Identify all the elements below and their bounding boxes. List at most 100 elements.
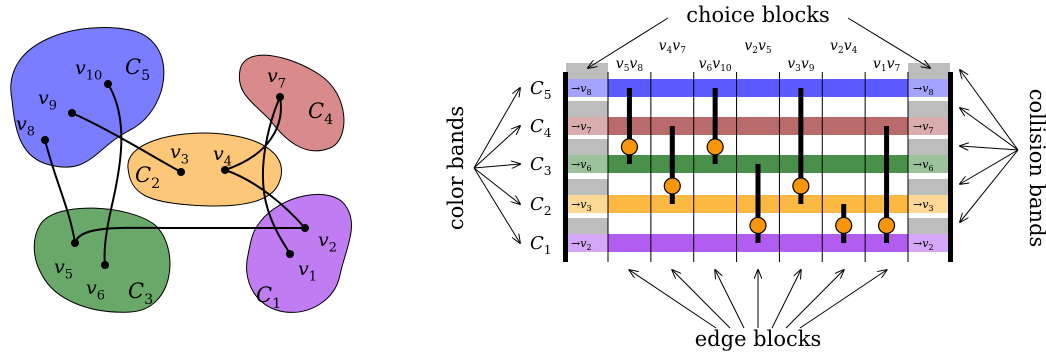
vertex-v10 [104, 80, 112, 88]
row-label-c2: C2 [530, 194, 552, 218]
row-label-c3: C3 [530, 154, 552, 178]
color-band-end-right [908, 195, 950, 213]
color-band-end-left [566, 234, 608, 252]
row-label-c4: C4 [530, 116, 552, 140]
color-band-arrow [473, 126, 520, 169]
color-band-4 [608, 117, 908, 135]
color-band-arrow [473, 88, 520, 169]
vertex-label-v8: v8 [16, 113, 35, 139]
edge-block-node [835, 216, 853, 235]
vertex-label-v5: v5 [54, 256, 73, 282]
end-label-right: →v8 [913, 82, 934, 97]
collision-band-right [908, 139, 950, 155]
collision-band-arrow [960, 70, 1019, 151]
vertex-label-v4: v4 [213, 143, 232, 169]
vertex-label-v7: v7 [267, 65, 286, 91]
end-label-left: →v2 [571, 237, 592, 252]
edge-block-label: v2v4 [830, 38, 858, 56]
edge-block-node [877, 216, 896, 235]
right-frame-bar [948, 72, 953, 262]
edge-block-arrow [672, 270, 731, 329]
choice-arrow-left [588, 17, 669, 68]
cluster-label-c2: C2 [135, 163, 160, 192]
collision-band-left [566, 101, 608, 117]
edge-block-label: v3v9 [787, 56, 815, 74]
vertex-label-v10: v10 [75, 57, 102, 83]
collision-band-arrow [960, 108, 1019, 151]
cluster-c2-blob [127, 132, 282, 207]
color-band-end-left [566, 79, 608, 97]
end-label-left: →v6 [571, 158, 592, 173]
choice-arrow-right [847, 17, 930, 68]
row-label-c1: C1 [530, 233, 552, 257]
collision-band-left [566, 63, 608, 79]
edge-block-label: v1v7 [873, 56, 901, 74]
edge-block-node [749, 216, 767, 235]
edge-block-label: v4v7 [659, 38, 687, 56]
vertex-v1 [286, 250, 294, 258]
cluster-label-c5: C5 [125, 55, 150, 84]
vertex-v6 [101, 261, 109, 269]
collision-band-arrow [960, 146, 1019, 150]
collision-band-left [566, 179, 608, 195]
color-band-end-left [566, 155, 608, 173]
edge-block-arrow [771, 270, 801, 329]
color-band-end-right [908, 155, 950, 173]
edge-block-arrow [785, 270, 844, 329]
end-label-left: →v8 [571, 82, 592, 97]
cluster-c5-blob [10, 27, 165, 168]
end-label-right: →v7 [913, 120, 934, 135]
vertex-v3 [177, 168, 185, 176]
vertex-label-v9: v9 [38, 87, 57, 113]
vertex-v9 [68, 109, 76, 117]
collision-band-right [908, 63, 950, 79]
collision-band-left [566, 139, 608, 155]
cluster-label-c1: C1 [256, 283, 281, 312]
collision-band-arrow [960, 149, 1019, 222]
graph-edge-v10-v6 [103, 83, 123, 266]
band-diagram: →v8 →v7 →v6 →v3 →v2 →v8 →v7 →v6 →v3 →v2 v5v8 v4v7 v… [444, 3, 1046, 351]
collision-bands-annotation: collision bands [1025, 89, 1046, 248]
edge-blocks-annotation: edge blocks [695, 327, 821, 351]
color-band-end-right [908, 234, 950, 252]
graph-edge-v5-v2 [74, 226, 305, 244]
collision-band-arrow [960, 149, 1019, 184]
vertex-v5 [71, 239, 79, 247]
color-band-end-left [566, 117, 608, 135]
edge-block-label: v6v10 [699, 56, 732, 74]
vertex-v7 [276, 93, 284, 101]
edge-block-arrow [799, 270, 887, 329]
vertex-label-v2: v2 [318, 229, 337, 255]
graph-edge-v7-v4 [224, 96, 282, 171]
cluster-label-c4: C4 [308, 99, 333, 128]
graph-edge-v9-v3 [71, 112, 182, 173]
edge-block-node [620, 138, 639, 156]
collision-band-right [908, 179, 950, 195]
edge-block-node [792, 177, 810, 195]
graph-edge-v4-v2 [224, 169, 306, 229]
edge-block-node [663, 177, 681, 195]
choice-blocks-annotation: choice blocks [686, 3, 830, 27]
vertex-label-v3: v3 [170, 141, 189, 167]
end-label-right: →v3 [913, 198, 934, 213]
vertex-label-v1: v1 [298, 258, 317, 284]
color-band-arrow [473, 167, 520, 204]
end-label-left: →v7 [571, 120, 592, 135]
edge-block-label: v2v5 [744, 38, 772, 56]
vertex-label-v6: v6 [86, 277, 105, 303]
cluster-c4-blob [238, 54, 345, 152]
color-band-5 [608, 79, 908, 97]
color-band-arrow [473, 164, 520, 168]
cluster-label-c3: C3 [128, 279, 153, 308]
collision-band-right [908, 218, 950, 234]
color-band-end-right [908, 117, 950, 135]
end-label-right: →v6 [913, 158, 934, 173]
end-label-right: →v2 [913, 237, 934, 252]
left-frame-bar [563, 72, 568, 262]
edge-block-label: v5v8 [616, 56, 644, 74]
vertex-v4 [221, 166, 229, 174]
color-band-end-right [908, 79, 950, 97]
